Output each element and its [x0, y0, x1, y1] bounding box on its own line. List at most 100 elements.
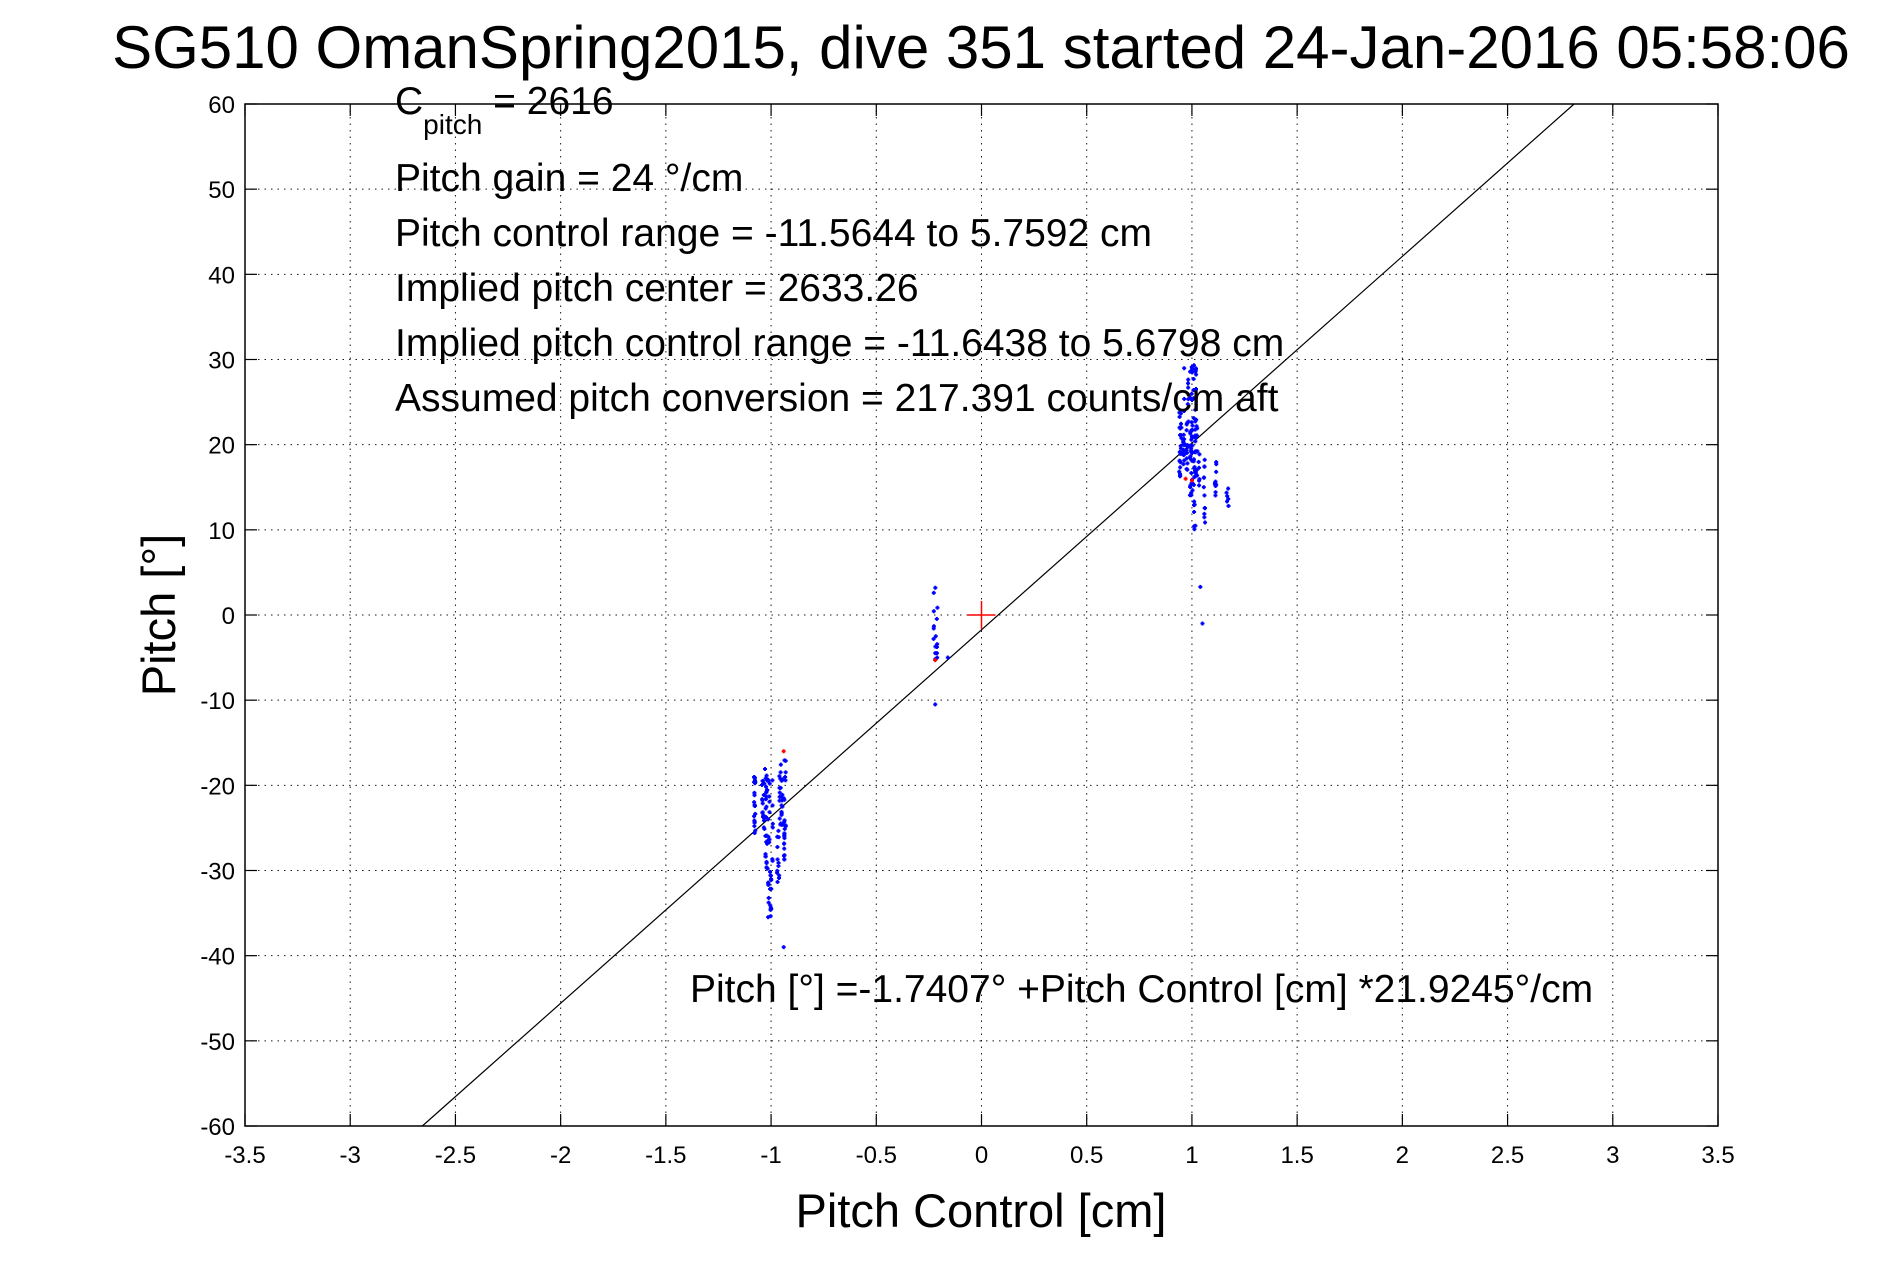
data-point — [1186, 381, 1191, 386]
data-point — [778, 822, 783, 827]
data-point — [777, 785, 782, 790]
data-point — [760, 801, 765, 806]
data-point — [1190, 367, 1195, 372]
data-point — [1193, 523, 1198, 528]
data-point — [777, 790, 782, 795]
data-point — [782, 818, 787, 823]
data-point — [1189, 437, 1194, 442]
data-point — [766, 900, 771, 905]
data-point — [753, 781, 758, 786]
data-point — [931, 590, 936, 595]
data-point — [763, 797, 768, 802]
data-point — [775, 857, 780, 862]
data-point — [1190, 428, 1195, 433]
data-point — [1197, 477, 1202, 482]
data-point — [1188, 455, 1193, 460]
data-point — [1182, 366, 1187, 371]
data-point — [1202, 475, 1207, 480]
x-tick-label: 0 — [975, 1142, 988, 1169]
data-point — [752, 800, 757, 805]
data-point — [766, 895, 771, 900]
data-point — [933, 585, 938, 590]
data-point — [1226, 496, 1231, 501]
data-point — [779, 803, 784, 808]
data-point — [764, 790, 769, 795]
data-point — [1195, 449, 1200, 454]
data-point — [781, 853, 786, 858]
y-tick-label: 20 — [208, 433, 235, 460]
data-point — [1191, 377, 1196, 382]
data-point — [934, 651, 939, 656]
data-point — [1179, 433, 1184, 438]
data-point — [1178, 421, 1183, 426]
data-point — [764, 784, 769, 789]
data-point — [782, 826, 787, 831]
data-point — [1189, 471, 1194, 476]
implied-pitch-center-annotation: Implied pitch center = 2633.26 — [395, 267, 919, 310]
y-tick-label: 0 — [222, 603, 235, 630]
data-point — [1190, 423, 1195, 428]
data-point — [769, 906, 774, 911]
data-point — [1190, 443, 1195, 448]
data-point — [778, 770, 783, 775]
data-point — [1202, 511, 1207, 516]
data-point — [1192, 466, 1197, 471]
data-point — [780, 798, 785, 803]
data-point — [1203, 520, 1208, 525]
data-point — [1189, 490, 1194, 495]
data-point — [782, 857, 787, 862]
data-point — [770, 778, 775, 783]
y-tick-label: 60 — [208, 92, 235, 119]
data-point — [1182, 458, 1187, 463]
data-point — [1178, 451, 1183, 456]
data-point — [1185, 461, 1190, 466]
data-point — [766, 882, 771, 887]
data-point — [1181, 449, 1186, 454]
data-point — [779, 812, 784, 817]
fit-line-layer — [421, 103, 1575, 1127]
data-point — [764, 859, 769, 864]
data-point — [1191, 457, 1196, 462]
data-point — [782, 841, 787, 846]
axis-ticks — [244, 103, 1719, 1127]
data-point — [1198, 584, 1203, 589]
data-point — [768, 914, 773, 919]
x-tick-label: -1 — [760, 1142, 781, 1169]
data-point — [1193, 366, 1198, 371]
data-point — [768, 873, 773, 878]
x-tick-label: -3 — [340, 1142, 361, 1169]
data-point — [760, 778, 765, 783]
x-tick-label: 1.5 — [1280, 1142, 1313, 1169]
data-point — [764, 815, 769, 820]
x-tick-label: -1.5 — [645, 1142, 686, 1169]
data-point — [1225, 494, 1230, 499]
data-point — [1196, 459, 1201, 464]
data-point — [764, 833, 769, 838]
data-point — [1187, 395, 1192, 400]
data-point — [1193, 395, 1198, 400]
data-point — [766, 779, 771, 784]
data-point — [1213, 480, 1218, 485]
data-point — [1202, 464, 1207, 469]
data-point — [933, 658, 938, 663]
data-point — [1194, 424, 1199, 429]
data-point — [931, 624, 936, 629]
data-point — [766, 915, 771, 920]
x-tick-label: -2.5 — [435, 1142, 476, 1169]
data-point — [762, 766, 767, 771]
data-point — [1178, 473, 1183, 478]
y-tick-label: 40 — [208, 262, 235, 289]
y-tick-label: 30 — [208, 348, 235, 375]
data-point — [1178, 465, 1183, 470]
data-point — [781, 945, 786, 950]
data-point — [1201, 485, 1206, 490]
x-tick-label: -2 — [550, 1142, 571, 1169]
c-pitch-symbol: C — [395, 80, 423, 123]
data-point — [1226, 486, 1231, 491]
data-point — [1181, 462, 1186, 467]
data-point — [753, 828, 758, 833]
data-point — [1184, 443, 1189, 448]
data-point — [775, 844, 780, 849]
data-point — [764, 865, 769, 870]
